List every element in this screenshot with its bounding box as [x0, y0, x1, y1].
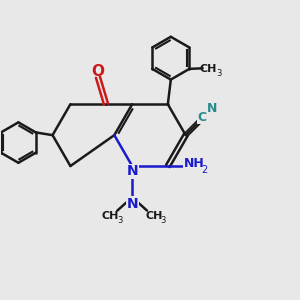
Text: CH: CH — [101, 211, 118, 221]
Text: O: O — [92, 64, 104, 80]
Text: 2: 2 — [201, 166, 207, 176]
Text: 3: 3 — [216, 68, 222, 77]
Text: C: C — [197, 111, 207, 124]
Text: 3: 3 — [161, 216, 166, 225]
Text: NH: NH — [184, 157, 204, 170]
Text: 3: 3 — [117, 216, 122, 225]
Text: N: N — [207, 102, 218, 115]
Text: N: N — [126, 197, 138, 211]
Text: N: N — [126, 164, 138, 178]
Text: CH: CH — [145, 211, 163, 221]
Text: CH: CH — [200, 64, 217, 74]
